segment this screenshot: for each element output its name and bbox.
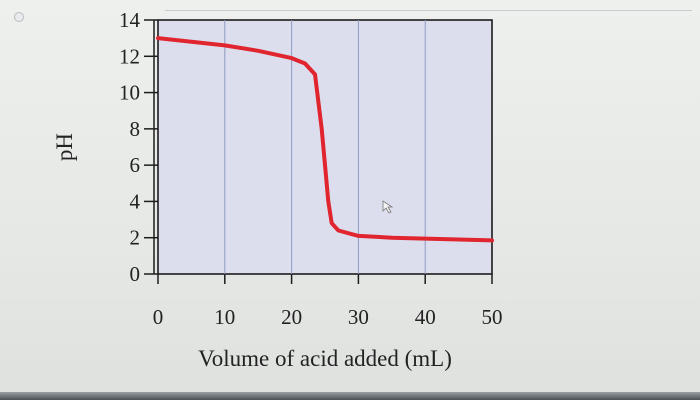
- y-tick-label-12: 12: [119, 44, 140, 68]
- x-tick-label-0: 0: [153, 305, 164, 329]
- corner-dot: [14, 12, 24, 22]
- mouse-cursor-icon: [382, 200, 394, 214]
- y-tick-label-4: 4: [130, 189, 141, 213]
- y-tick-label-0: 0: [130, 262, 141, 286]
- y-tick-label-14: 14: [119, 8, 141, 32]
- x-tick-label-40: 40: [415, 305, 436, 329]
- top-rule: [165, 10, 692, 11]
- y-tick-label-8: 8: [130, 117, 141, 141]
- y-tick-label-6: 6: [130, 153, 141, 177]
- series-line-0: [156, 36, 494, 243]
- x-tick-label-10: 10: [214, 305, 235, 329]
- x-tick-label-50: 50: [482, 305, 503, 329]
- y-tick-label-10: 10: [119, 81, 140, 105]
- x-tick-label-30: 30: [348, 305, 369, 329]
- y-axis-label: pH: [52, 133, 77, 161]
- bottom-strip: [0, 392, 700, 400]
- x-tick-label-20: 20: [281, 305, 302, 329]
- x-axis-label: Volume of acid added (mL): [198, 346, 452, 371]
- y-tick-label-2: 2: [130, 226, 141, 250]
